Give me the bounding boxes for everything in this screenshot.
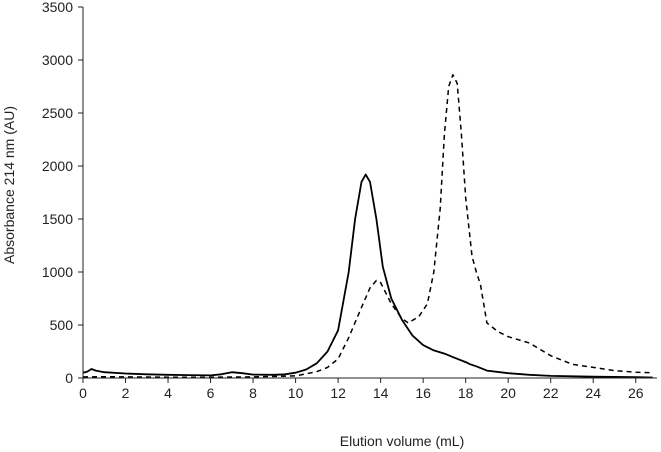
y-tick-label: 500 [50,317,74,333]
x-tick-label: 4 [164,385,172,401]
tick-labels: 0 2 4 6 8 10 12 14 16 18 20 22 24 2605001000150020002… [42,0,644,401]
y-tick-label: 1000 [42,264,73,280]
tick-marks [78,6,637,383]
y-tick-label: 3000 [42,52,73,68]
y-tick-label: 0 [65,370,73,386]
x-tick-label: 22 [543,385,559,401]
x-tick-label: 2 [122,385,130,401]
y-tick-label: 2500 [42,105,73,121]
x-tick-label: 14 [373,385,389,401]
y-tick-label: 1500 [42,211,73,227]
x-tick-label: 8 [249,385,257,401]
x-tick-label: 0 [79,385,87,401]
series-line-dashed [82,74,653,378]
axes [82,7,657,379]
series-line-solid [82,173,653,379]
x-tick-label: 24 [585,385,601,401]
y-axis-label: Absorbance 214 nm (AU) [1,106,17,264]
x-tick-label: 20 [500,385,516,401]
x-tick-label: 10 [288,385,304,401]
plot-area [82,74,653,379]
x-tick-label: 6 [207,385,215,401]
x-tick-label: 18 [458,385,474,401]
y-tick-label: 3500 [42,0,73,15]
x-tick-label: 16 [415,385,431,401]
x-axis-label: Elution volume (mL) [340,433,465,449]
x-tick-label: 12 [330,385,346,401]
y-tick-label: 2000 [42,158,73,174]
x-tick-label: 26 [628,385,644,401]
